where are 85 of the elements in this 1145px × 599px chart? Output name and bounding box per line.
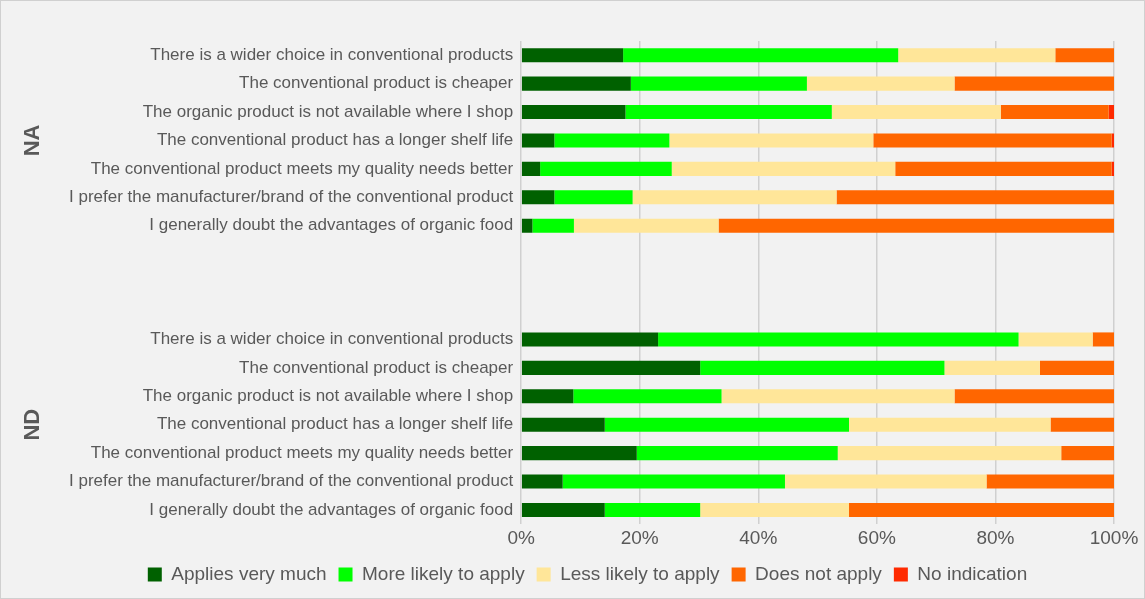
y-tick-label: The organic product is not available where I shop — [142, 101, 514, 121]
bar — [831, 105, 1001, 120]
bar — [521, 161, 541, 176]
bar — [669, 133, 874, 148]
legend-label: Does not apply — [755, 562, 883, 584]
bar — [954, 76, 1114, 91]
y-tick-label: The conventional product has a longer shelf life — [156, 414, 514, 434]
bar — [986, 474, 1114, 489]
bar — [604, 502, 701, 518]
legend-label: Applies very much — [171, 562, 327, 584]
legend-label: Less likely to apply — [560, 562, 721, 584]
bar — [898, 48, 1056, 63]
x-tick-label: 20% — [620, 526, 659, 548]
bar — [636, 446, 838, 461]
bar — [1055, 48, 1114, 63]
y-tick-label: The conventional product is cheaper — [239, 73, 514, 93]
bar — [849, 417, 1051, 432]
bar — [625, 105, 832, 120]
bar — [521, 332, 659, 347]
bar — [521, 417, 605, 432]
x-tick-label: 100% — [1089, 526, 1139, 548]
bar — [521, 360, 701, 375]
bar — [836, 190, 1114, 205]
bar — [632, 190, 837, 205]
y-tick-label: There is a wider choice in conventional products — [150, 44, 514, 64]
bar — [849, 502, 1114, 518]
bar — [630, 76, 807, 91]
bar — [873, 133, 1112, 148]
bar — [1039, 360, 1114, 375]
y-tick-label: I generally doubt the advantages of organic food — [149, 499, 514, 519]
legend-label: No indication — [917, 562, 1028, 584]
bar — [671, 161, 896, 176]
x-tick-label: 80% — [976, 526, 1015, 548]
x-tick-label: 0% — [507, 526, 535, 548]
bar — [718, 218, 1114, 233]
bar — [1108, 105, 1114, 120]
bar — [521, 48, 624, 63]
bar — [554, 133, 670, 148]
y-tick-label: I prefer the manufacturer/brand of the conventional product — [68, 471, 514, 491]
x-tick-label: 60% — [857, 526, 896, 548]
bar — [521, 502, 605, 518]
y-tick-label: The conventional product is cheaper — [239, 357, 514, 377]
x-tick-label: 40% — [739, 526, 778, 548]
bar — [573, 389, 722, 404]
bar — [521, 76, 631, 91]
bar — [562, 474, 785, 489]
bar — [521, 218, 533, 233]
bar — [1111, 133, 1114, 148]
text: ND — [19, 408, 45, 441]
bar — [573, 218, 719, 233]
bar — [700, 360, 945, 375]
y-tick-label: The conventional product has a longer shelf life — [156, 130, 514, 150]
y-tick-label: I prefer the manufacturer/brand of the conventional product — [68, 187, 514, 207]
bar — [954, 389, 1114, 404]
y-tick-label: I generally doubt the advantages of organic food — [149, 215, 514, 235]
y-tick-label: The conventional product meets my quality needs better — [90, 442, 514, 462]
bar — [521, 133, 555, 148]
y-tick-label: There is a wider choice in conventional products — [150, 329, 514, 349]
y-tick-label: The organic product is not available where I shop — [142, 385, 514, 405]
bar — [1018, 332, 1093, 347]
y-tick-label: The conventional product meets my quality needs better — [90, 158, 514, 178]
bar — [895, 161, 1112, 176]
bar — [1050, 417, 1114, 432]
bar — [554, 190, 633, 205]
bar — [837, 446, 1062, 461]
bar — [1000, 105, 1109, 120]
bar — [521, 474, 563, 489]
bar — [658, 332, 1019, 347]
bar — [521, 190, 555, 205]
text: NA — [19, 124, 45, 157]
legend-label: More likely to apply — [362, 562, 526, 584]
bar — [623, 48, 899, 63]
bar — [604, 417, 849, 432]
bar — [521, 105, 626, 120]
bar — [1092, 332, 1114, 347]
bar — [521, 446, 637, 461]
bar — [721, 389, 955, 404]
bar — [944, 360, 1040, 375]
bar — [700, 502, 849, 518]
bar — [1061, 446, 1114, 461]
bar — [540, 161, 672, 176]
bar — [532, 218, 574, 233]
bar — [521, 389, 574, 404]
bar — [784, 474, 987, 489]
bar — [806, 76, 955, 91]
